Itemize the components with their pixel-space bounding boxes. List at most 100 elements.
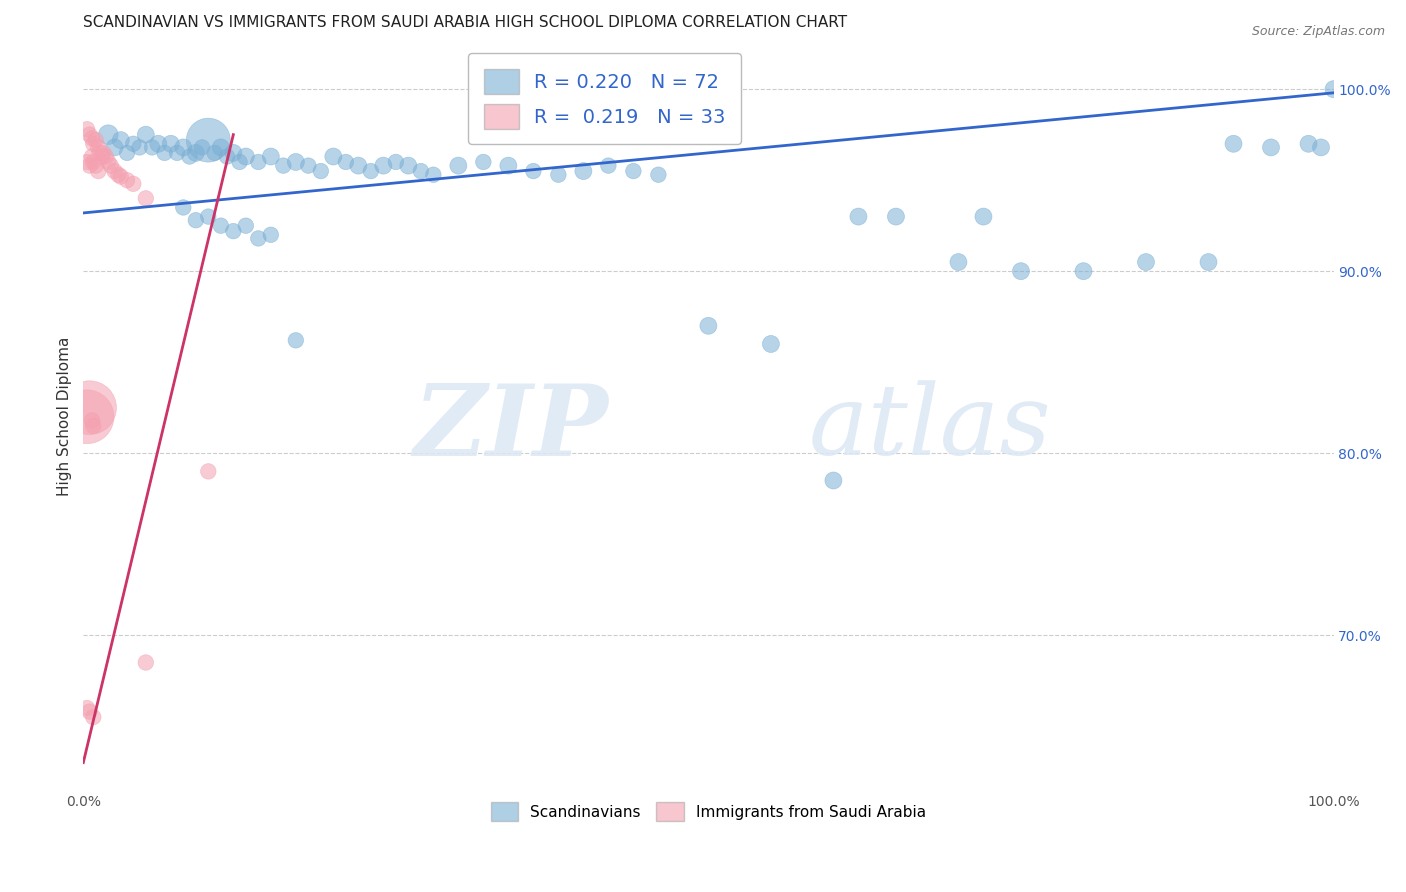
Point — [97, 128, 120, 142]
Point — [184, 213, 207, 227]
Point — [284, 155, 307, 169]
Point — [179, 149, 201, 163]
Point — [141, 140, 163, 154]
Point — [884, 210, 907, 224]
Point — [103, 164, 125, 178]
Point — [335, 155, 357, 169]
Point — [823, 474, 845, 488]
Point — [1222, 136, 1244, 151]
Point — [373, 159, 395, 173]
Point — [522, 164, 544, 178]
Point — [80, 413, 103, 427]
Point — [97, 155, 120, 169]
Point — [89, 145, 111, 160]
Point — [76, 122, 98, 136]
Point — [422, 168, 444, 182]
Point — [322, 149, 344, 163]
Point — [79, 705, 101, 719]
Point — [1073, 264, 1095, 278]
Point — [87, 140, 110, 154]
Point — [122, 136, 145, 151]
Point — [385, 155, 408, 169]
Y-axis label: High School Diploma: High School Diploma — [58, 337, 72, 497]
Point — [297, 159, 319, 173]
Point — [1010, 264, 1032, 278]
Point — [347, 159, 370, 173]
Point — [247, 155, 270, 169]
Point — [128, 140, 150, 154]
Point — [235, 219, 257, 233]
Point — [197, 133, 219, 147]
Point — [235, 149, 257, 163]
Point — [1198, 255, 1220, 269]
Legend: Scandinavians, Immigrants from Saudi Arabia: Scandinavians, Immigrants from Saudi Ara… — [485, 797, 932, 827]
Point — [166, 145, 188, 160]
Point — [103, 140, 125, 154]
Point — [396, 159, 419, 173]
Point — [697, 318, 720, 333]
Point — [82, 710, 104, 724]
Point — [260, 227, 283, 242]
Point — [82, 136, 104, 151]
Point — [972, 210, 994, 224]
Point — [260, 149, 283, 163]
Point — [84, 159, 107, 173]
Point — [309, 164, 332, 178]
Point — [76, 701, 98, 715]
Point — [153, 145, 176, 160]
Point — [1322, 82, 1344, 96]
Point — [135, 191, 157, 205]
Point — [284, 334, 307, 348]
Point — [91, 149, 114, 163]
Point — [110, 133, 132, 147]
Point — [222, 145, 245, 160]
Point — [472, 155, 495, 169]
Text: ZIP: ZIP — [413, 380, 609, 476]
Point — [572, 164, 595, 178]
Point — [647, 168, 669, 182]
Point — [621, 164, 644, 178]
Point — [360, 164, 382, 178]
Point — [447, 159, 470, 173]
Point — [80, 149, 103, 163]
Point — [848, 210, 870, 224]
Point — [80, 131, 103, 145]
Point — [1135, 255, 1157, 269]
Point — [110, 169, 132, 184]
Point — [76, 409, 98, 424]
Point — [197, 210, 219, 224]
Point — [172, 201, 194, 215]
Point — [79, 401, 101, 415]
Point — [228, 155, 250, 169]
Point — [1260, 140, 1282, 154]
Point — [184, 145, 207, 160]
Point — [76, 155, 98, 169]
Point — [115, 145, 138, 160]
Point — [948, 255, 970, 269]
Point — [209, 219, 232, 233]
Point — [209, 140, 232, 154]
Text: atlas: atlas — [808, 380, 1052, 475]
Point — [84, 133, 107, 147]
Point — [122, 177, 145, 191]
Point — [159, 136, 181, 151]
Point — [759, 337, 782, 351]
Point — [222, 224, 245, 238]
Text: Source: ZipAtlas.com: Source: ZipAtlas.com — [1251, 25, 1385, 38]
Point — [94, 149, 117, 163]
Point — [204, 145, 226, 160]
Point — [115, 173, 138, 187]
Point — [273, 159, 295, 173]
Point — [191, 140, 214, 154]
Point — [197, 464, 219, 478]
Point — [148, 136, 170, 151]
Point — [79, 159, 101, 173]
Point — [135, 656, 157, 670]
Point — [79, 128, 101, 142]
Point — [82, 155, 104, 169]
Point — [1310, 140, 1333, 154]
Point — [409, 164, 432, 178]
Point — [91, 145, 114, 160]
Point — [598, 159, 620, 173]
Point — [100, 159, 122, 173]
